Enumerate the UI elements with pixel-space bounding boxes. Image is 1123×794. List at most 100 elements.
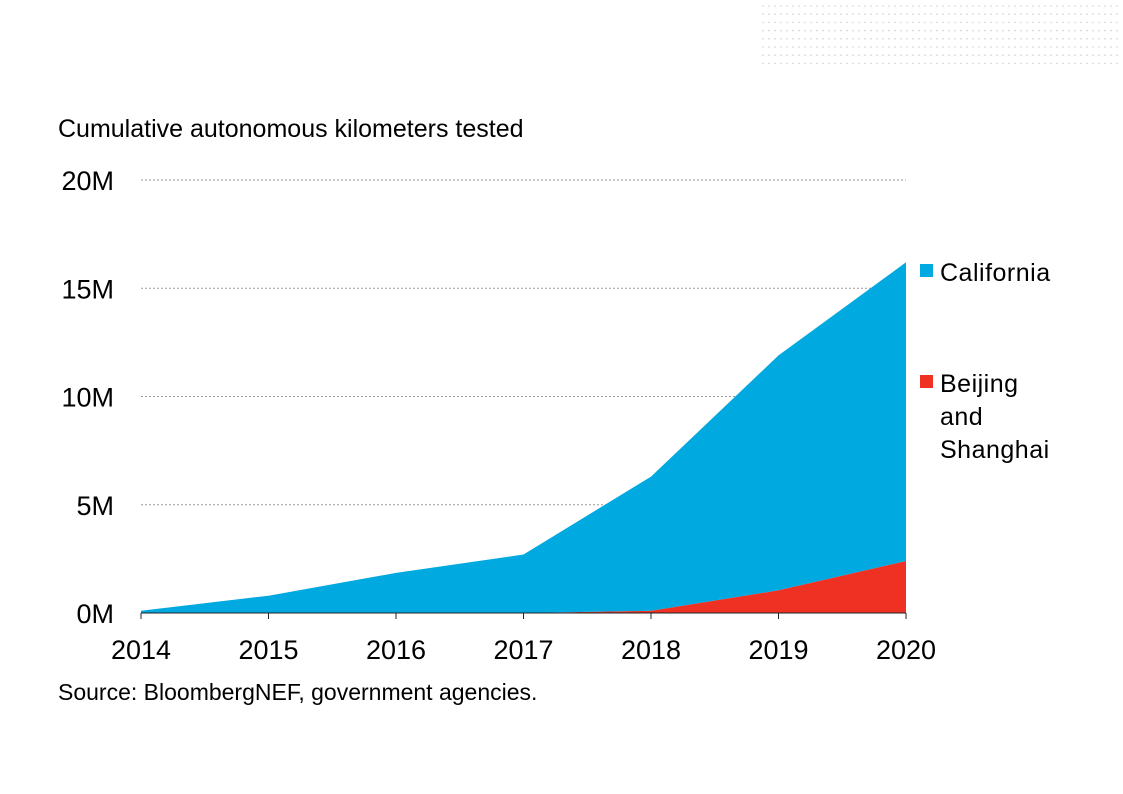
decorative-dot [804,54,806,56]
decorative-dot [858,62,860,65]
decorative-dot [888,29,890,32]
decorative-dot [900,21,902,24]
decorative-dot [792,13,794,15]
decorative-dot [864,21,866,24]
decorative-dot [1068,21,1070,24]
decorative-dot [1032,46,1034,48]
decorative-dot [834,54,836,56]
decorative-dot [1104,54,1106,56]
decorative-dot [954,62,956,65]
decorative-dot [894,29,896,32]
decorative-dot [870,46,872,48]
decorative-dot [966,29,968,32]
decorative-dot [1038,46,1040,48]
decorative-dot [762,5,764,7]
decorative-dot [930,46,932,48]
decorative-dot [792,29,794,32]
decorative-dot [864,13,866,15]
decorative-dot [810,13,812,15]
decorative-dot [780,46,782,48]
decorative-dot [798,29,800,32]
decorative-dot [1086,21,1088,24]
decorative-dot [804,29,806,32]
decorative-dot [1044,62,1046,65]
decorative-dot [834,46,836,48]
decorative-dot [864,5,866,7]
decorative-dot [930,13,932,15]
decorative-dot [786,54,788,56]
decorative-dot [762,46,764,48]
decorative-dot [990,46,992,48]
decorative-dot [786,38,788,40]
decorative-dot [1098,54,1100,56]
decorative-dot [840,5,842,7]
decorative-dot [1074,5,1076,7]
decorative-dot [822,54,824,56]
decorative-dot [834,38,836,40]
decorative-dot [954,5,956,7]
decorative-dot [852,38,854,40]
decorative-dot [1110,54,1112,56]
y-tick-label: 10M [61,383,114,413]
decorative-dot [762,29,764,32]
decorative-dot [828,13,830,15]
decorative-dot [1080,5,1082,7]
decorative-dot [900,62,902,65]
decorative-dot [882,38,884,40]
decorative-dot [1110,29,1112,32]
decorative-dot [888,46,890,48]
decorative-dot [810,46,812,48]
decorative-dot [1086,38,1088,40]
decorative-dot [966,62,968,65]
decorative-dot [780,62,782,65]
decorative-dot [774,38,776,40]
decorative-dot [888,21,890,24]
decorative-dot [786,29,788,32]
decorative-dot [1032,62,1034,65]
decorative-dot [876,38,878,40]
decorative-dot [1038,5,1040,7]
decorative-dot [936,21,938,24]
decorative-dot [1080,21,1082,24]
decorative-dot [942,21,944,24]
decorative-dot [876,5,878,7]
decorative-dot [1002,21,1004,24]
decorative-dot [1116,5,1118,7]
decorative-dot [792,46,794,48]
decorative-dot [1092,21,1094,24]
y-axis: 0M 5M 10M 15M 20M [61,166,114,629]
decorative-dot [768,38,770,40]
decorative-dot [1002,5,1004,7]
decorative-dot [894,13,896,15]
decorative-dot [810,29,812,32]
decorative-dot [1014,46,1016,48]
decorative-dot [1074,38,1076,40]
decorative-dot [1092,46,1094,48]
decorative-dot [816,46,818,48]
decorative-dot [936,54,938,56]
decorative-dot [834,21,836,24]
decorative-dot [1008,46,1010,48]
x-tick-label: 2019 [748,635,808,665]
decorative-dot [948,46,950,48]
decorative-dot [1020,5,1022,7]
decorative-dot [864,54,866,56]
decorative-dot [1110,5,1112,7]
decorative-dot [972,21,974,24]
decorative-dot [1038,38,1040,40]
decorative-dot [984,38,986,40]
decorative-dot [966,54,968,56]
decorative-dot [858,21,860,24]
decorative-dot [1116,13,1118,15]
decorative-dot [780,5,782,7]
decorative-dot [846,5,848,7]
decorative-dot [768,29,770,32]
decorative-dot [1008,54,1010,56]
decorative-dot [906,46,908,48]
decorative-dot [768,5,770,7]
decorative-dot [972,29,974,32]
decorative-dot [996,29,998,32]
decorative-dot [1068,46,1070,48]
decorative-dot [804,38,806,40]
decorative-dot [1020,13,1022,15]
